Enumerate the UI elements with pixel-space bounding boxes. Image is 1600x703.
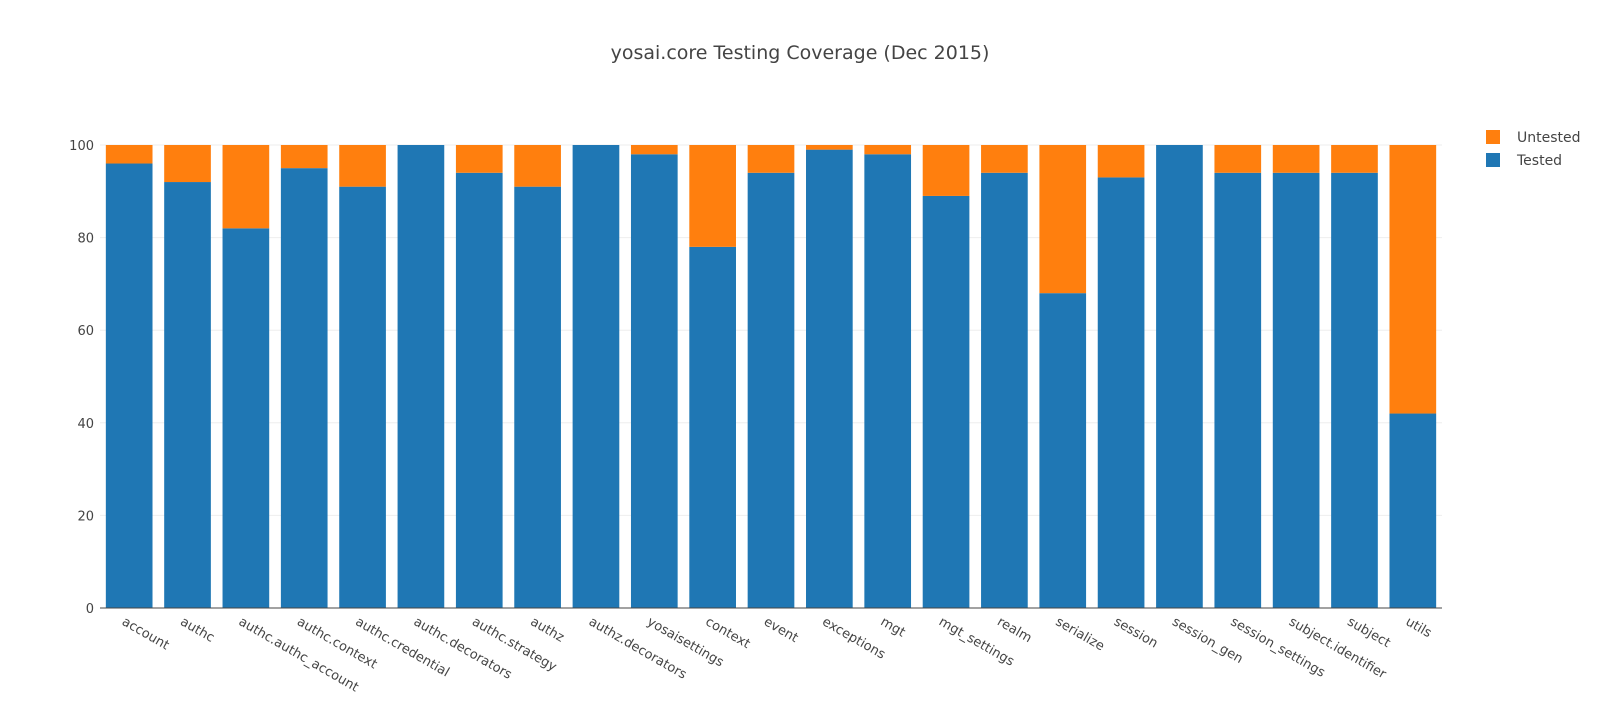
bar-untested-session-settings[interactable] [1214,145,1262,173]
x-tick-label: realm [994,614,1034,646]
legend-label-untested[interactable]: Untested [1517,130,1581,146]
x-tick-label: subject.identifier [1286,614,1389,682]
legend-label-tested[interactable]: Tested [1516,153,1562,169]
x-tick-label: utils [1403,614,1434,641]
legend[interactable]: Untested Tested [1486,130,1581,169]
bar-tested-mgt[interactable] [864,154,912,608]
bar-tested-session-gen[interactable] [1156,145,1203,608]
bar-tested-authc[interactable] [164,182,211,609]
bar-tested-session[interactable] [1097,177,1145,608]
bar-tested-serialize[interactable] [1039,293,1087,608]
bar-tested-authc-decorators[interactable] [397,145,445,608]
bar-untested-context[interactable] [689,145,736,247]
x-tick-label: session [1111,614,1160,651]
bar-untested-yosaisettings[interactable] [630,145,678,155]
x-tick-label: mgt [878,614,908,640]
bar-tested-realm[interactable] [981,172,1028,608]
x-tick-label: authc [178,614,217,645]
x-tick-label: authz.decorators [586,614,689,682]
legend-swatch-tested[interactable] [1486,153,1500,167]
bar-untested-session[interactable] [1097,145,1145,178]
legend-swatch-untested[interactable] [1486,130,1500,144]
bar-tested-event[interactable] [747,172,795,608]
bar-tested-subject[interactable] [1331,172,1378,608]
y-tick-label: 80 [77,232,94,247]
bar-untested-realm[interactable] [981,145,1028,173]
bar-tested-context[interactable] [689,246,736,609]
bar-tested-authc-strategy[interactable] [455,172,503,608]
bars [105,145,1437,609]
x-tick-label: exceptions [819,614,888,662]
x-tick-label: account [119,614,171,653]
chart-title: yosai.core Testing Coverage (Dec 2015) [611,42,990,64]
x-tick-label: serialize [1053,614,1107,654]
y-axis: 0 20 40 60 80 100 [69,139,94,617]
x-tick-label: event [761,614,801,646]
bar-tested-account[interactable] [105,163,153,608]
bar-tested-subject-identifier[interactable] [1272,172,1320,608]
y-tick-label: 0 [86,602,94,617]
bar-untested-authc-credential[interactable] [339,145,386,187]
bar-tested-mgt-settings[interactable] [922,195,970,608]
bar-tested-session-settings[interactable] [1214,172,1262,608]
y-tick-label: 20 [77,509,94,524]
bar-untested-exceptions[interactable] [806,145,853,150]
bar-untested-mgt[interactable] [864,145,912,155]
bar-untested-authc[interactable] [164,145,211,183]
bar-tested-yosaisettings[interactable] [630,154,678,608]
x-tick-label: authc.decorators [411,614,515,682]
bar-tested-authz-decorators[interactable] [572,145,620,608]
bar-untested-authc-authc-account[interactable] [222,145,270,229]
bar-untested-utils[interactable] [1389,145,1437,414]
x-tick-label: context [703,614,753,651]
x-tick-label: authz [528,614,567,645]
bar-untested-mgt-settings[interactable] [922,145,970,196]
bar-untested-subject-identifier[interactable] [1272,145,1320,173]
bar-tested-authc-context[interactable] [280,168,328,608]
y-tick-label: 60 [77,324,94,339]
x-axis: account authc authc.authc_accountauthc.con… [100,607,1442,695]
bar-untested-serialize[interactable] [1039,145,1087,294]
bar-untested-account[interactable] [105,145,153,164]
bar-tested-exceptions[interactable] [806,149,853,608]
bar-tested-authc-authc-account[interactable] [222,228,270,608]
bar-untested-authz[interactable] [514,145,561,187]
bar-tested-utils[interactable] [1389,413,1437,608]
bar-untested-event[interactable] [747,145,795,173]
bar-tested-authc-credential[interactable] [339,186,386,609]
y-tick-label: 40 [77,417,94,432]
x-tick-label: subject [1344,614,1392,651]
bar-untested-subject[interactable] [1331,145,1378,173]
bar-tested-authz[interactable] [514,186,561,609]
bar-untested-authc-strategy[interactable] [455,145,503,173]
bar-untested-authc-context[interactable] [280,145,328,169]
y-tick-label: 100 [69,139,94,154]
